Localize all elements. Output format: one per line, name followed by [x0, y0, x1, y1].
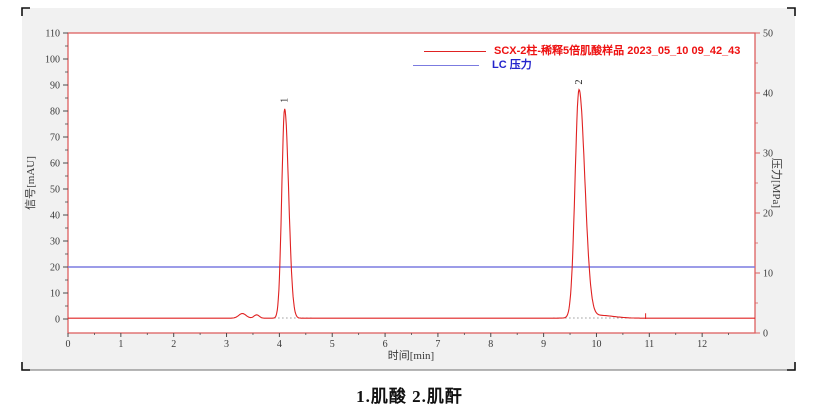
svg-text:10: 10	[591, 339, 601, 350]
legend: SCX-2柱-稀释5倍肌酸样品 2023_05_10 09_42_43 LC 压…	[413, 44, 740, 72]
svg-text:0: 0	[66, 339, 71, 350]
svg-text:7: 7	[435, 339, 440, 350]
svg-text:5: 5	[330, 339, 335, 350]
svg-text:30: 30	[763, 149, 773, 160]
svg-text:60: 60	[50, 159, 60, 170]
svg-text:8: 8	[488, 339, 493, 350]
svg-text:6: 6	[383, 339, 388, 350]
peak-identification-caption: 1.肌酸 2.肌酐	[356, 387, 463, 406]
svg-text:9: 9	[541, 339, 546, 350]
svg-text:1: 1	[118, 339, 123, 350]
svg-text:100: 100	[45, 55, 60, 66]
svg-text:20: 20	[50, 263, 60, 274]
svg-text:10: 10	[50, 289, 60, 300]
pressure-legend-line	[413, 64, 479, 66]
y-axis-title-left: 信号[mAU]	[25, 156, 37, 210]
legend-item-signal: SCX-2柱-稀释5倍肌酸样品 2023_05_10 09_42_43	[424, 44, 740, 58]
svg-text:40: 40	[50, 211, 60, 222]
signal-trace	[68, 88, 755, 319]
svg-text:4: 4	[277, 339, 282, 350]
axes-ticks: 0 1 2 3 4 5 6 7 8 9 10 11 12010203040506070809010011…	[45, 29, 773, 351]
legend-item-pressure: LC 压力	[413, 58, 740, 72]
svg-text:70: 70	[50, 133, 60, 144]
signal-legend-line	[424, 50, 486, 52]
peak-number-labels: 12	[280, 80, 585, 103]
svg-text:2: 2	[171, 339, 176, 350]
svg-text:90: 90	[50, 81, 60, 92]
svg-text:0: 0	[763, 329, 768, 340]
signal-legend-label: SCX-2柱-稀释5倍肌酸样品 2023_05_10 09_42_43	[494, 45, 741, 57]
svg-text:110: 110	[45, 29, 60, 40]
plot-frame	[67, 32, 756, 334]
svg-text:80: 80	[50, 107, 60, 118]
pressure-legend-label: LC 压力	[492, 59, 532, 71]
svg-text:12: 12	[697, 339, 707, 350]
peak-label-2: 2	[574, 80, 585, 85]
svg-text:40: 40	[763, 89, 773, 100]
svg-text:3: 3	[224, 339, 229, 350]
selection-corner-handles[interactable]	[21, 7, 796, 371]
x-axis-title: 时间[min]	[387, 350, 435, 362]
y-axis-title-right: 压力[MPa]	[770, 157, 782, 209]
svg-text:50: 50	[50, 185, 60, 196]
svg-text:11: 11	[644, 339, 654, 350]
svg-text:30: 30	[50, 237, 60, 248]
svg-text:10: 10	[763, 269, 773, 280]
svg-text:0: 0	[55, 315, 60, 326]
svg-text:20: 20	[763, 209, 773, 220]
peak-label-1: 1	[280, 98, 291, 103]
svg-text:50: 50	[763, 29, 773, 40]
